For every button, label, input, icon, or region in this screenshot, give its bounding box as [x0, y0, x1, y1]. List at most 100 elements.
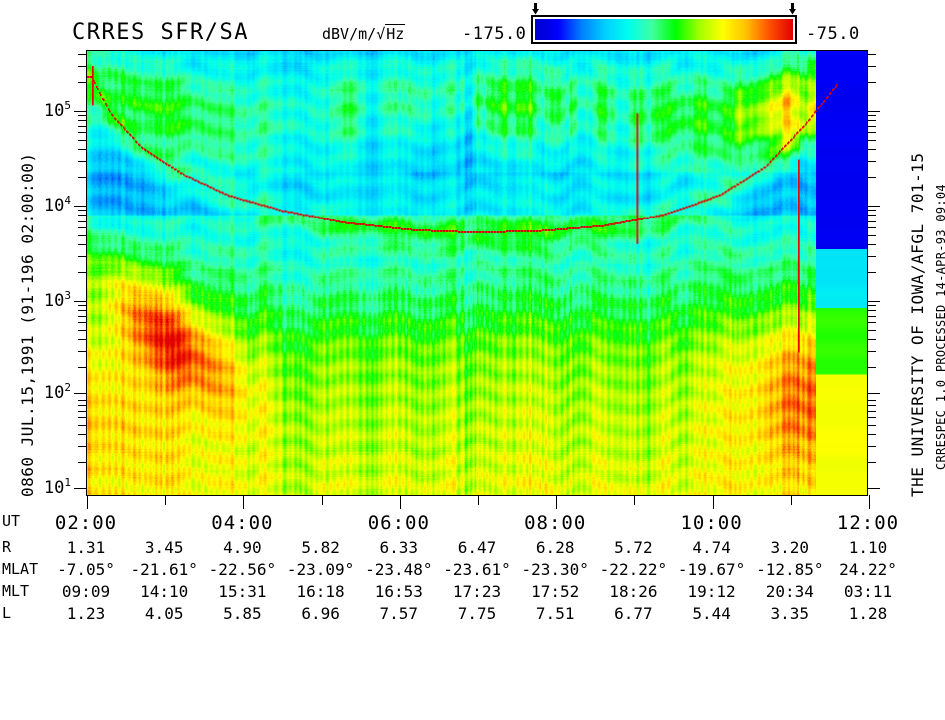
- y-axis-tick-label: 103: [44, 289, 71, 311]
- y-axis-major-tick: [867, 301, 880, 302]
- x-axis-major-tick: [399, 495, 401, 509]
- ephemeris-cell: 08:00: [524, 512, 587, 534]
- y-tick-exponent: 2: [64, 381, 71, 395]
- y-tick-mantissa: 10: [43, 195, 65, 216]
- ephemeris-cell: 5.85: [223, 604, 262, 623]
- y-axis-major-tick: [74, 393, 87, 394]
- ephemeris-cell: -23.48°: [365, 560, 433, 579]
- y-axis-minor-tick: [867, 272, 876, 274]
- y-axis-minor-tick: [867, 329, 876, 331]
- y-axis-minor-tick: [867, 367, 876, 369]
- y-axis-minor-tick: [867, 65, 876, 67]
- y-axis-minor-tick: [867, 82, 876, 84]
- y-axis-minor-tick: [867, 177, 876, 179]
- ephemeris-cell: 5.44: [692, 604, 731, 623]
- y-axis-minor-tick: [78, 220, 87, 222]
- ephemeris-row: L 1.23 4.05 5.85 6.96 7.57 7.75 7.51 6.77 5.44 3.3…: [0, 604, 945, 626]
- ephemeris-cell: 24.22°: [839, 560, 897, 579]
- colorbar: [531, 3, 797, 44]
- y-tick-mantissa: 10: [43, 290, 65, 311]
- y-axis-minor-tick: [867, 445, 876, 447]
- colorbar-max-label: -75.0: [806, 24, 860, 44]
- x-axis-major-tick: [869, 495, 870, 509]
- colorbar-max-arrow-icon: [789, 3, 796, 15]
- y-axis-tick-label: 102: [44, 381, 71, 403]
- x-axis-major-tick: [712, 495, 714, 509]
- y-axis-major-tick: [74, 111, 87, 112]
- sqrt-icon: √Hz: [376, 24, 406, 43]
- colorbar-units-label: dBV/m/√Hz: [322, 24, 406, 43]
- y-axis-minor-tick: [78, 115, 87, 117]
- y-axis-minor-tick: [78, 139, 87, 141]
- colorbar-min-label: -175.0: [462, 24, 527, 44]
- y-axis-tick-label: 101: [44, 476, 71, 498]
- ephemeris-cell: 06:00: [367, 512, 430, 534]
- x-axis-minor-tick: [634, 495, 636, 505]
- y-axis-minor-tick: [78, 177, 87, 179]
- y-axis-minor-tick: [867, 255, 876, 257]
- institution-caption: THE UNIVERSITY OF IOWA/AFGL 701-15: [908, 152, 927, 497]
- colorbar-track: [531, 15, 797, 44]
- y-axis-minor-tick: [78, 132, 87, 134]
- y-axis-minor-tick: [867, 243, 876, 245]
- ephemeris-cell: -23.61°: [443, 560, 511, 579]
- ephemeris-cell: 16:18: [296, 582, 345, 601]
- y-axis-minor-tick: [867, 405, 876, 407]
- x-axis-major-tick: [87, 495, 88, 509]
- y-axis-minor-tick: [78, 243, 87, 245]
- y-axis-minor-tick: [78, 445, 87, 447]
- y-axis-minor-tick: [78, 417, 87, 419]
- y-axis-minor-tick: [867, 234, 876, 236]
- ephemeris-cell: 20:34: [765, 582, 814, 601]
- y-axis-minor-tick: [867, 433, 876, 435]
- x-axis-minor-tick: [321, 495, 323, 505]
- ephemeris-row-label: MLT: [2, 582, 30, 600]
- ephemeris-cell: 3.20: [770, 538, 810, 557]
- y-axis-minor-tick: [78, 400, 87, 402]
- ephemeris-row: R 1.31 3.45 4.90 5.82 6.33 6.47 6.28 5.72 4.74 3.2…: [0, 538, 945, 560]
- y-axis-minor-tick: [78, 125, 87, 127]
- ephemeris-cell: 6.77: [614, 604, 653, 623]
- x-axis-major-tick: [556, 495, 558, 509]
- ephemeris-cell: -19.67°: [677, 560, 746, 579]
- ephemeris-row-label: L: [2, 604, 12, 622]
- ephemeris-cell: 09:09: [61, 582, 111, 601]
- ephemeris-cell: 18:26: [609, 582, 658, 601]
- y-axis-tick-label: 105: [44, 99, 71, 121]
- ephemeris-cell: 5.72: [614, 538, 653, 557]
- colorbar-gradient: [535, 19, 793, 40]
- y-axis-minor-tick: [867, 305, 876, 307]
- y-axis-minor-tick: [78, 227, 87, 229]
- y-tick-mantissa: 10: [43, 477, 65, 498]
- y-axis-minor-tick: [78, 433, 87, 435]
- y-axis-minor-tick: [78, 160, 87, 162]
- ephemeris-cell: 19:12: [687, 582, 736, 601]
- ephemeris-cell: 03:11: [843, 582, 893, 601]
- x-axis-minor-tick: [790, 495, 792, 505]
- colorbar-units-text: dBV/m/: [322, 25, 377, 43]
- y-axis-minor-tick: [78, 53, 87, 55]
- ephemeris-cell: 10:00: [680, 512, 743, 534]
- y-axis-minor-tick: [78, 210, 87, 212]
- ephemeris-cell: 02:00: [54, 512, 118, 534]
- y-axis-minor-tick: [867, 160, 876, 162]
- y-axis-major-tick: [867, 111, 880, 112]
- y-axis-minor-tick: [867, 315, 876, 317]
- x-axis-minor-tick: [165, 495, 167, 505]
- ephemeris-cell: -22.22°: [599, 560, 668, 579]
- y-axis-minor-tick: [78, 272, 87, 274]
- y-axis-minor-tick: [78, 305, 87, 307]
- ephemeris-cell: 4.90: [223, 538, 262, 557]
- y-axis-tick-label: 104: [44, 194, 71, 216]
- ephemeris-cell: -12.85°: [756, 560, 824, 579]
- y-axis-minor-tick: [78, 424, 87, 426]
- ephemeris-cell: -23.09°: [286, 560, 355, 579]
- x-axis-minor-tick: [478, 495, 479, 505]
- y-tick-exponent: 3: [64, 289, 71, 303]
- ephemeris-cell: 7.51: [535, 604, 575, 623]
- y-axis-minor-tick: [78, 255, 87, 257]
- ephemeris-cell: 04:00: [211, 512, 274, 534]
- ephemeris-cell: 7.75: [457, 604, 497, 623]
- y-axis-minor-tick: [867, 400, 876, 402]
- y-axis-minor-tick: [78, 350, 87, 352]
